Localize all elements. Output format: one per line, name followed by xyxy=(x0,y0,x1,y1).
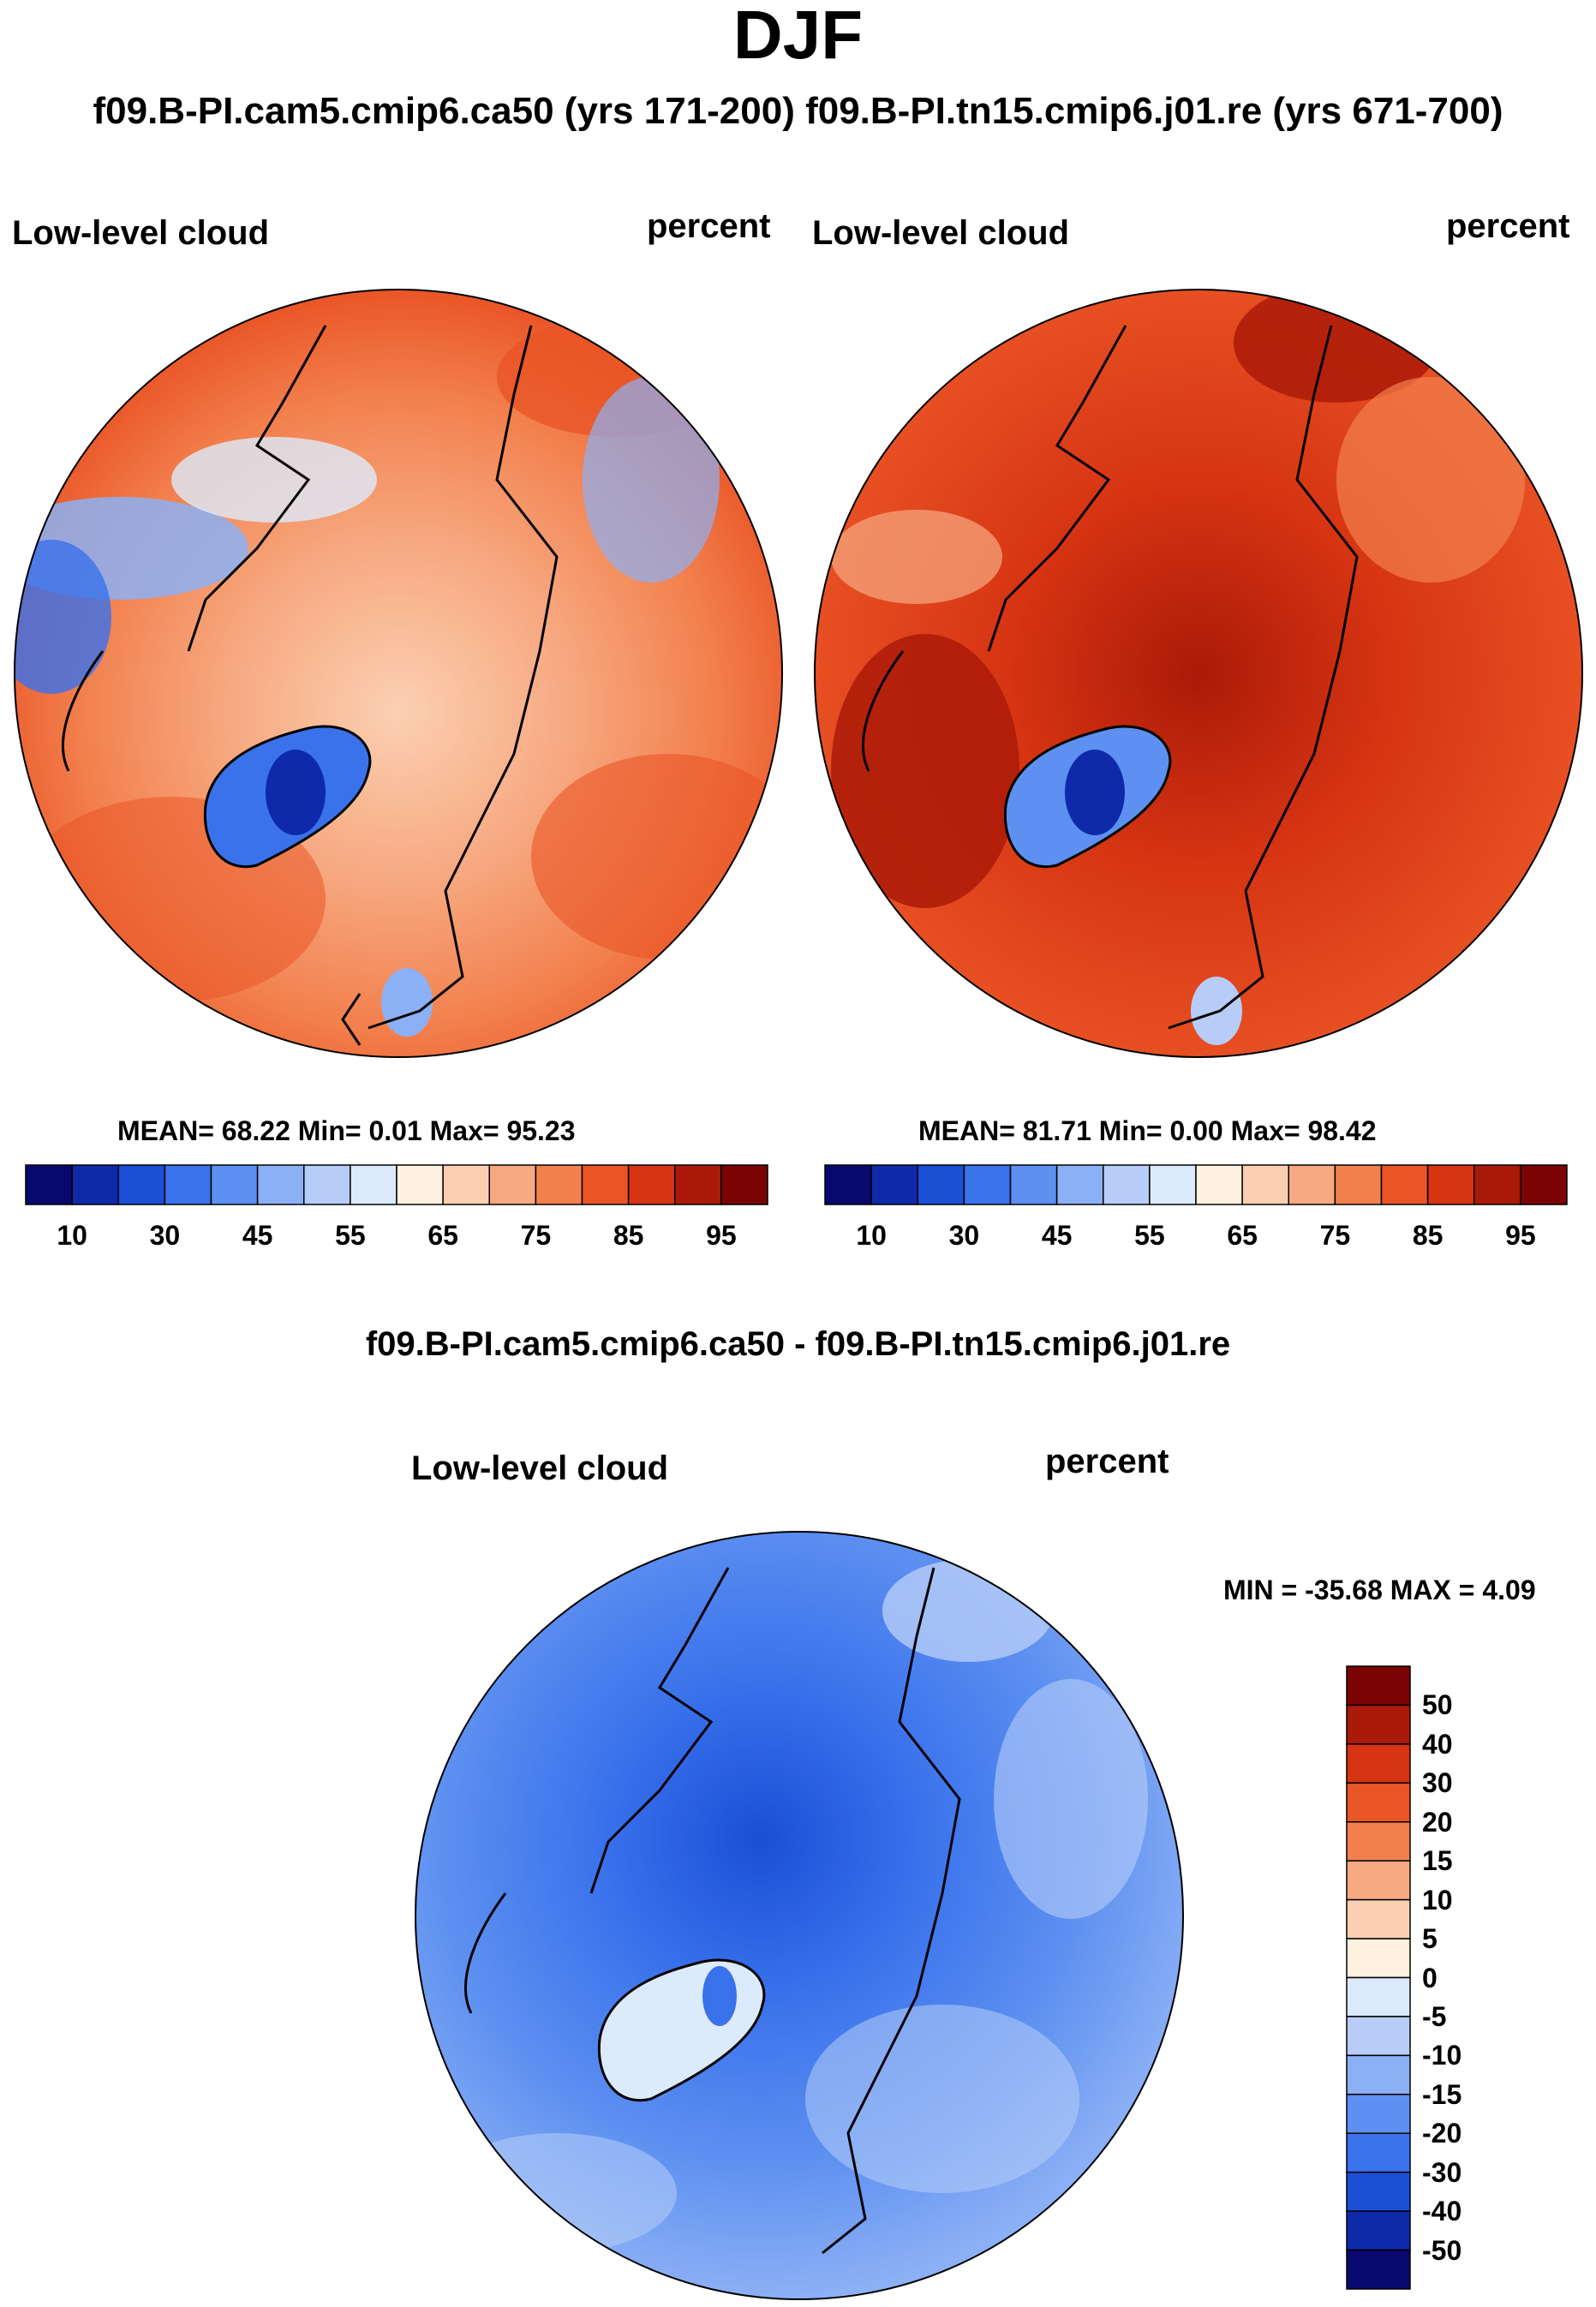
colorbar-swatch xyxy=(963,1164,1012,1205)
colorbar-swatch xyxy=(720,1164,768,1205)
colorbar-swatch xyxy=(1346,2054,1411,2095)
colorbar-tick-label: -30 xyxy=(1422,2156,1462,2188)
colorbar-swatch xyxy=(535,1164,583,1205)
colorbar-tick-label: -5 xyxy=(1422,2000,1447,2032)
diff-title: f09.B-PI.cam5.cmip6.ca50 - f09.B-PI.tn15… xyxy=(365,1325,1231,1363)
colorbar-tick-label: 75 xyxy=(520,1220,552,1251)
colorbar-swatch xyxy=(1346,2094,1411,2134)
colorbar-difference xyxy=(1346,1665,1411,2290)
colorbar-panel-2 xyxy=(824,1164,1568,1205)
colorbar-swatch xyxy=(1346,2171,1411,2212)
colorbar-swatch xyxy=(210,1164,259,1205)
colorbar-swatch xyxy=(488,1164,537,1205)
colorbar-tick-label: 65 xyxy=(427,1220,458,1251)
colorbar-tick-label: 75 xyxy=(1319,1220,1351,1251)
panel2-variable-label: Low-level cloud xyxy=(812,214,1070,252)
map-panel-difference xyxy=(415,1531,1184,2300)
colorbar-swatch xyxy=(1009,1164,1058,1205)
colorbar-swatch xyxy=(1473,1164,1521,1205)
colorbar-swatch xyxy=(303,1164,351,1205)
colorbar-swatch xyxy=(870,1164,918,1205)
colorbar-swatch xyxy=(1103,1164,1151,1205)
colorbar-swatch xyxy=(442,1164,490,1205)
colorbar-swatch xyxy=(1426,1164,1475,1205)
colorbar-swatch xyxy=(674,1164,722,1205)
colorbar-swatch xyxy=(256,1164,305,1205)
colorbar-tick-label: 10 xyxy=(57,1220,87,1251)
colorbar-swatch xyxy=(581,1164,630,1205)
colorbar-tick-label: 45 xyxy=(242,1220,273,1251)
colorbar-swatch xyxy=(1346,1665,1411,1706)
colorbar-tick-label: -40 xyxy=(1422,2196,1462,2227)
colorbar-swatch xyxy=(1055,1164,1104,1205)
colorbar-swatch xyxy=(1346,1898,1411,1939)
panel1-units-label: percent xyxy=(647,207,771,245)
colorbar-swatch xyxy=(396,1164,444,1205)
colorbar-tick-label: 5 xyxy=(1422,1923,1438,1955)
colorbar-swatch xyxy=(71,1164,119,1205)
figure-title: DJF xyxy=(732,0,864,73)
colorbar-tick-label: 10 xyxy=(856,1220,887,1251)
colorbar-swatch xyxy=(25,1164,73,1205)
colorbar-tick-label: 30 xyxy=(1422,1767,1453,1799)
colorbar-swatch xyxy=(1346,2132,1411,2173)
colorbar-tick-label: 50 xyxy=(1422,1689,1453,1721)
colorbar-tick-label: 30 xyxy=(149,1220,181,1251)
colorbar-tick-label: 10 xyxy=(1422,1884,1453,1916)
colorbar-tick-label: 65 xyxy=(1227,1220,1258,1251)
colorbar-swatch xyxy=(1346,1938,1411,1979)
diff-units-label: percent xyxy=(1045,1443,1169,1480)
colorbar-swatch xyxy=(1346,2249,1411,2290)
colorbar-swatch xyxy=(627,1164,676,1205)
colorbar-tick-label: 85 xyxy=(613,1220,644,1251)
colorbar-swatch xyxy=(1346,1821,1411,1862)
colorbar-swatch xyxy=(917,1164,965,1205)
colorbar-swatch xyxy=(1346,1704,1411,1745)
panel2-units-label: percent xyxy=(1446,207,1570,245)
colorbar-swatch xyxy=(1380,1164,1429,1205)
colorbar-tick-label: 95 xyxy=(1505,1220,1536,1251)
colorbar-tick-label: 15 xyxy=(1422,1845,1453,1877)
panel1-stats: MEAN= 68.22 Min= 0.01 Max= 95.23 xyxy=(117,1115,576,1146)
colorbar-tick-label: -20 xyxy=(1422,2118,1462,2149)
colorbar-panel-1 xyxy=(25,1164,768,1205)
colorbar-tick-label: -50 xyxy=(1422,2234,1462,2266)
colorbar-tick-label: -15 xyxy=(1422,2078,1462,2110)
colorbar-swatch xyxy=(1288,1164,1336,1205)
colorbar-swatch xyxy=(1195,1164,1243,1205)
diff-variable-label: Low-level cloud xyxy=(411,1449,669,1487)
panel1-variable-label: Low-level cloud xyxy=(12,214,270,252)
colorbar-swatch xyxy=(1346,1743,1411,1784)
colorbar-tick-label: 55 xyxy=(1134,1220,1165,1251)
colorbar-tick-label: 20 xyxy=(1422,1806,1453,1838)
panel2-stats: MEAN= 81.71 Min= 0.00 Max= 98.42 xyxy=(918,1115,1377,1146)
colorbar-swatch xyxy=(1346,2210,1411,2251)
colorbar-tick-label: 45 xyxy=(1041,1220,1073,1251)
colorbar-tick-label: 40 xyxy=(1422,1728,1453,1760)
colorbar-tick-label: 30 xyxy=(948,1220,980,1251)
figure-subtitle: f09.B-PI.cam5.cmip6.ca50 (yrs 171-200) f… xyxy=(93,90,1503,132)
colorbar-swatch xyxy=(1346,1976,1411,2017)
colorbar-swatch xyxy=(1346,1860,1411,1901)
colorbar-swatch xyxy=(1520,1164,1568,1205)
colorbar-swatch xyxy=(164,1164,212,1205)
colorbar-swatch xyxy=(117,1164,166,1205)
diff-minmax: MIN = -35.68 MAX = 4.09 xyxy=(1223,1575,1536,1605)
colorbar-swatch xyxy=(1346,1782,1411,1823)
colorbar-swatch xyxy=(1346,2016,1411,2057)
colorbar-swatch xyxy=(350,1164,398,1205)
colorbar-tick-label: 85 xyxy=(1412,1220,1444,1251)
colorbar-tick-label: -10 xyxy=(1422,2040,1462,2071)
colorbar-tick-label: 0 xyxy=(1422,1962,1438,1993)
map-panel-2 xyxy=(814,289,1583,1058)
colorbar-swatch xyxy=(1241,1164,1289,1205)
colorbar-swatch xyxy=(824,1164,872,1205)
colorbar-swatch xyxy=(1334,1164,1383,1205)
colorbar-tick-label: 55 xyxy=(335,1220,366,1251)
colorbar-swatch xyxy=(1149,1164,1197,1205)
map-panel-1 xyxy=(14,289,783,1058)
colorbar-tick-label: 95 xyxy=(706,1220,737,1251)
